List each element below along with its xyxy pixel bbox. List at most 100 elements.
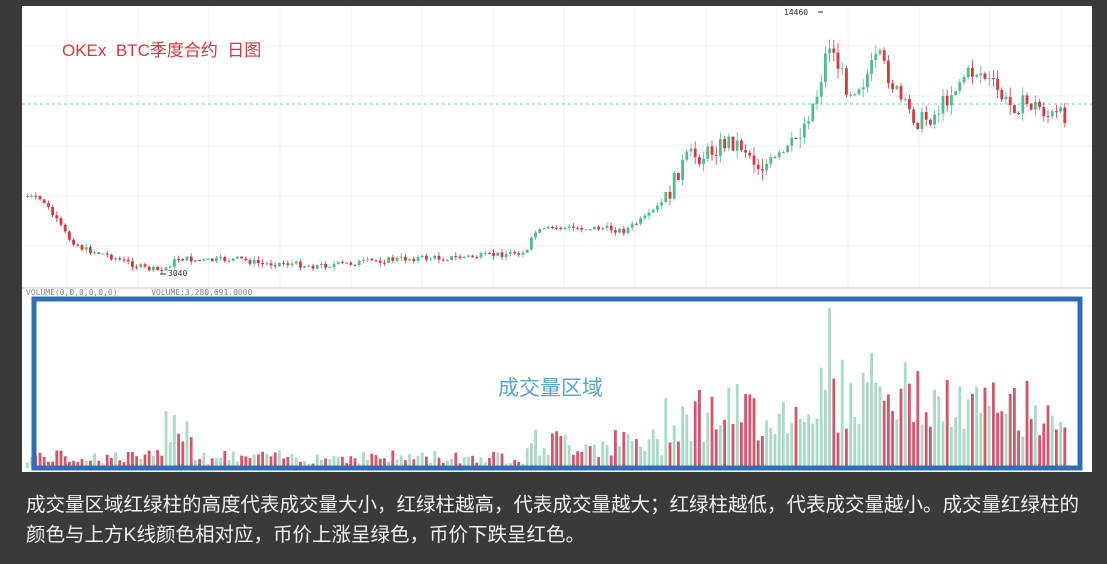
volume-bar xyxy=(517,461,521,468)
candle-body xyxy=(114,258,117,260)
volume-bar xyxy=(244,456,248,468)
candle-body xyxy=(538,228,542,233)
candle-body xyxy=(240,256,243,259)
candle-body xyxy=(450,256,453,261)
candle-body xyxy=(395,257,399,261)
volume-bar xyxy=(962,428,966,468)
volume-bar xyxy=(76,461,80,468)
volume-bar xyxy=(916,371,920,468)
candle-body xyxy=(441,259,445,261)
volume-bar xyxy=(173,415,176,468)
candle-body xyxy=(723,139,726,149)
candle-body xyxy=(51,206,54,216)
volume-bar xyxy=(765,420,768,468)
volume-bar xyxy=(786,433,789,468)
volume-bar xyxy=(139,458,143,468)
candle-body xyxy=(857,89,861,95)
volume-bar xyxy=(832,378,836,468)
volume-bar xyxy=(735,383,739,468)
candle-body xyxy=(685,151,689,160)
candle-body xyxy=(122,259,126,261)
volume-bar xyxy=(975,386,978,468)
volume-bar xyxy=(723,419,726,468)
volume-bar xyxy=(240,455,243,468)
candle-body xyxy=(803,123,806,138)
candle-body xyxy=(219,257,222,259)
volume-bar xyxy=(156,450,159,468)
candle-body xyxy=(580,227,584,230)
volume-bar xyxy=(395,459,399,468)
candle-body xyxy=(189,256,193,262)
candle-body xyxy=(135,266,138,268)
volume-bar xyxy=(181,441,185,468)
candle-body xyxy=(181,258,185,261)
candle-body xyxy=(399,256,403,258)
volume-bar xyxy=(269,456,273,468)
volume-bar xyxy=(500,453,504,468)
candle-body xyxy=(773,157,777,159)
candle-body xyxy=(282,262,285,264)
volume-bar xyxy=(450,459,453,468)
volume-bar xyxy=(1042,423,1046,468)
volume-bar xyxy=(782,401,785,468)
candle-body xyxy=(584,229,588,231)
candle-body xyxy=(504,253,508,257)
candle-body xyxy=(269,263,273,266)
candle-body xyxy=(992,78,995,80)
candle-body xyxy=(336,261,340,265)
volume-bar xyxy=(1008,393,1012,468)
volume-bar xyxy=(857,424,861,468)
volume-bar xyxy=(920,424,924,468)
candle-body xyxy=(194,260,197,262)
candle-body xyxy=(509,251,512,254)
candle-body xyxy=(677,172,680,180)
volume-bar xyxy=(626,434,630,468)
volume-bar xyxy=(689,441,693,468)
candle-body xyxy=(215,257,218,262)
volume-bar xyxy=(597,457,600,468)
volume-bar xyxy=(467,456,470,468)
candle-body xyxy=(782,152,785,154)
candle-body xyxy=(416,257,420,261)
candle-body xyxy=(387,257,390,263)
candle-body xyxy=(160,270,164,272)
candle-body xyxy=(500,252,504,257)
volume-bar xyxy=(588,446,592,468)
candle-body xyxy=(261,262,264,264)
volume-bar xyxy=(811,423,815,468)
candle-body xyxy=(727,136,731,149)
candle-body xyxy=(702,158,705,165)
candle-body xyxy=(521,252,525,255)
candle-body xyxy=(320,263,323,266)
volume-bar xyxy=(538,455,542,468)
candle-body xyxy=(937,113,941,115)
candle-body xyxy=(147,266,151,271)
volume-bar xyxy=(437,457,441,468)
volume-bar xyxy=(987,405,991,468)
volume-bar xyxy=(68,461,71,468)
candle-body xyxy=(517,253,521,255)
volume-bar xyxy=(727,387,731,468)
volume-bar xyxy=(580,451,584,468)
volume-bar xyxy=(1046,405,1050,468)
volume-bar xyxy=(189,437,193,468)
high-price-label: 14460 xyxy=(784,8,808,17)
volume-bar xyxy=(185,421,189,468)
volume-bar xyxy=(530,443,533,468)
volume-bar xyxy=(567,445,571,468)
candle-body xyxy=(1046,116,1050,118)
volume-bar xyxy=(194,460,197,468)
volume-bar xyxy=(1034,405,1037,468)
volume-bar xyxy=(840,359,844,468)
candle-body xyxy=(765,163,768,171)
candle-body xyxy=(273,265,277,267)
candle-body xyxy=(290,263,294,265)
candle-body xyxy=(824,53,827,83)
volume-bar xyxy=(110,457,113,468)
volume-bar xyxy=(257,454,260,468)
candle-body xyxy=(714,154,718,156)
volume-bar xyxy=(618,446,621,468)
candle-body xyxy=(63,224,67,232)
candle-body xyxy=(362,259,365,261)
volume-bar xyxy=(605,445,609,468)
